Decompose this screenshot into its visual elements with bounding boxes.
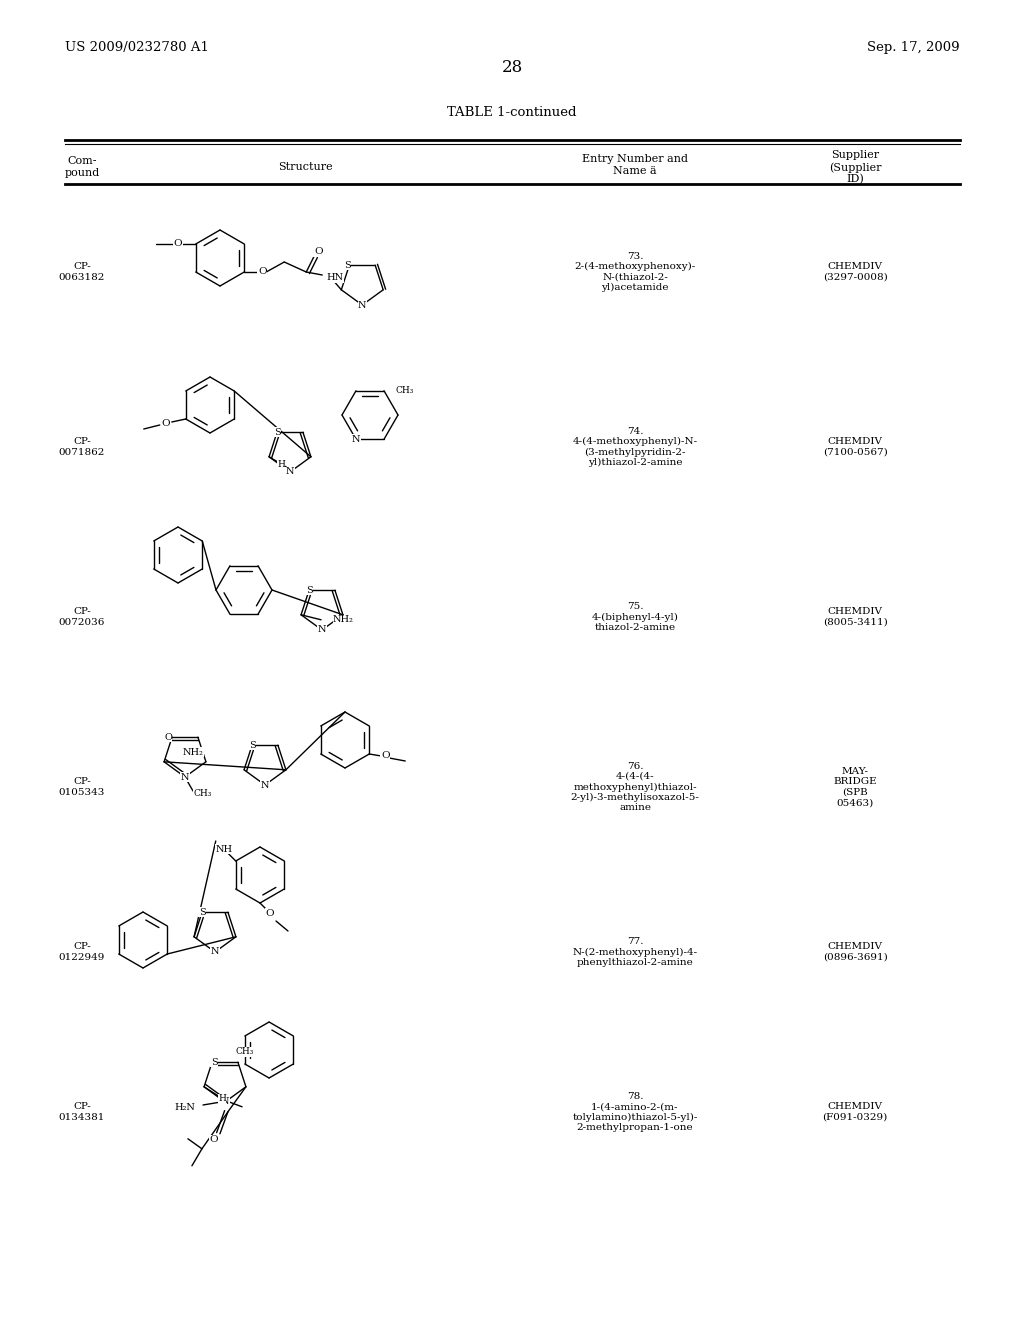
Text: CH₃: CH₃ <box>396 387 415 395</box>
Text: O: O <box>381 751 389 760</box>
Text: N: N <box>261 780 269 789</box>
Text: CHEMDIV
(8005-3411): CHEMDIV (8005-3411) <box>822 607 888 627</box>
Text: O: O <box>265 908 274 917</box>
Text: N: N <box>221 1097 229 1106</box>
Text: H: H <box>218 1094 226 1104</box>
Text: O: O <box>164 733 172 742</box>
Text: H: H <box>278 461 285 470</box>
Text: CP-
0071862: CP- 0071862 <box>58 437 105 457</box>
Text: HN: HN <box>327 273 343 282</box>
Text: pound: pound <box>65 168 99 178</box>
Text: ID): ID) <box>846 174 864 185</box>
Text: CHEMDIV
(3297-0008): CHEMDIV (3297-0008) <box>822 263 888 281</box>
Text: US 2009/0232780 A1: US 2009/0232780 A1 <box>65 41 209 54</box>
Text: S: S <box>344 261 350 269</box>
Text: S: S <box>306 586 312 595</box>
Text: 78.
1-(4-amino-2-(m-
tolylamino)thiazol-5-yl)-
2-methylpropan-1-one: 78. 1-(4-amino-2-(m- tolylamino)thiazol-… <box>572 1092 697 1133</box>
Text: CP-
0122949: CP- 0122949 <box>58 942 105 962</box>
Text: H₂N: H₂N <box>174 1102 195 1111</box>
Text: TABLE 1-continued: TABLE 1-continued <box>447 106 577 119</box>
Text: O: O <box>210 1135 218 1144</box>
Text: N: N <box>317 626 327 635</box>
Text: 74.
4-(4-methoxyphenyl)-N-
(3-methylpyridin-2-
yl)thiazol-2-amine: 74. 4-(4-methoxyphenyl)-N- (3-methylpyri… <box>572 426 697 467</box>
Text: Sep. 17, 2009: Sep. 17, 2009 <box>867 41 961 54</box>
Text: 75.
4-(biphenyl-4-yl)
thiazol-2-amine: 75. 4-(biphenyl-4-yl) thiazol-2-amine <box>592 602 679 632</box>
Text: MAY-
BRIDGE
(SPB
05463): MAY- BRIDGE (SPB 05463) <box>834 767 877 807</box>
Text: CHEMDIV
(7100-0567): CHEMDIV (7100-0567) <box>822 437 888 457</box>
Text: S: S <box>199 908 206 916</box>
Text: NH₂: NH₂ <box>182 747 204 756</box>
Text: CHEMDIV
(0896-3691): CHEMDIV (0896-3691) <box>822 942 888 962</box>
Text: O: O <box>258 268 266 276</box>
Text: CHEMDIV
(F091-0329): CHEMDIV (F091-0329) <box>822 1102 888 1122</box>
Text: CP-
0063182: CP- 0063182 <box>58 263 105 281</box>
Text: N: N <box>286 467 294 477</box>
Text: 28: 28 <box>502 59 522 77</box>
Text: NH₂: NH₂ <box>333 615 354 624</box>
Text: 73.
2-(4-methoxyphenoxy)-
N-(thiazol-2-
yl)acetamide: 73. 2-(4-methoxyphenoxy)- N-(thiazol-2- … <box>574 252 695 292</box>
Text: (Supplier: (Supplier <box>828 162 882 173</box>
Text: S: S <box>211 1057 217 1067</box>
Text: N: N <box>352 434 360 444</box>
Text: Supplier: Supplier <box>830 150 879 160</box>
Text: CP-
0105343: CP- 0105343 <box>58 777 105 797</box>
Text: CH₃: CH₃ <box>193 788 211 797</box>
Text: N: N <box>211 948 219 957</box>
Text: O: O <box>314 248 323 256</box>
Text: S: S <box>273 428 281 437</box>
Text: Com-: Com- <box>68 156 96 166</box>
Text: Entry Number and: Entry Number and <box>582 154 688 164</box>
Text: O: O <box>173 239 182 248</box>
Text: N: N <box>181 772 189 781</box>
Text: NH: NH <box>215 845 232 854</box>
Text: Name ä: Name ä <box>613 166 656 176</box>
Text: S: S <box>249 741 255 750</box>
Text: N: N <box>358 301 367 309</box>
Text: Structure: Structure <box>278 162 333 172</box>
Text: CH₃: CH₃ <box>236 1048 254 1056</box>
Text: CP-
0072036: CP- 0072036 <box>58 607 105 627</box>
Text: 77.
N-(2-methoxyphenyl)-4-
phenylthiazol-2-amine: 77. N-(2-methoxyphenyl)-4- phenylthiazol… <box>572 937 697 968</box>
Text: CP-
0134381: CP- 0134381 <box>58 1102 105 1122</box>
Text: O: O <box>162 420 170 429</box>
Text: 76.
4-(4-(4-
methoxyphenyl)thiazol-
2-yl)-3-methylisoxazol-5-
amine: 76. 4-(4-(4- methoxyphenyl)thiazol- 2-yl… <box>570 762 699 812</box>
